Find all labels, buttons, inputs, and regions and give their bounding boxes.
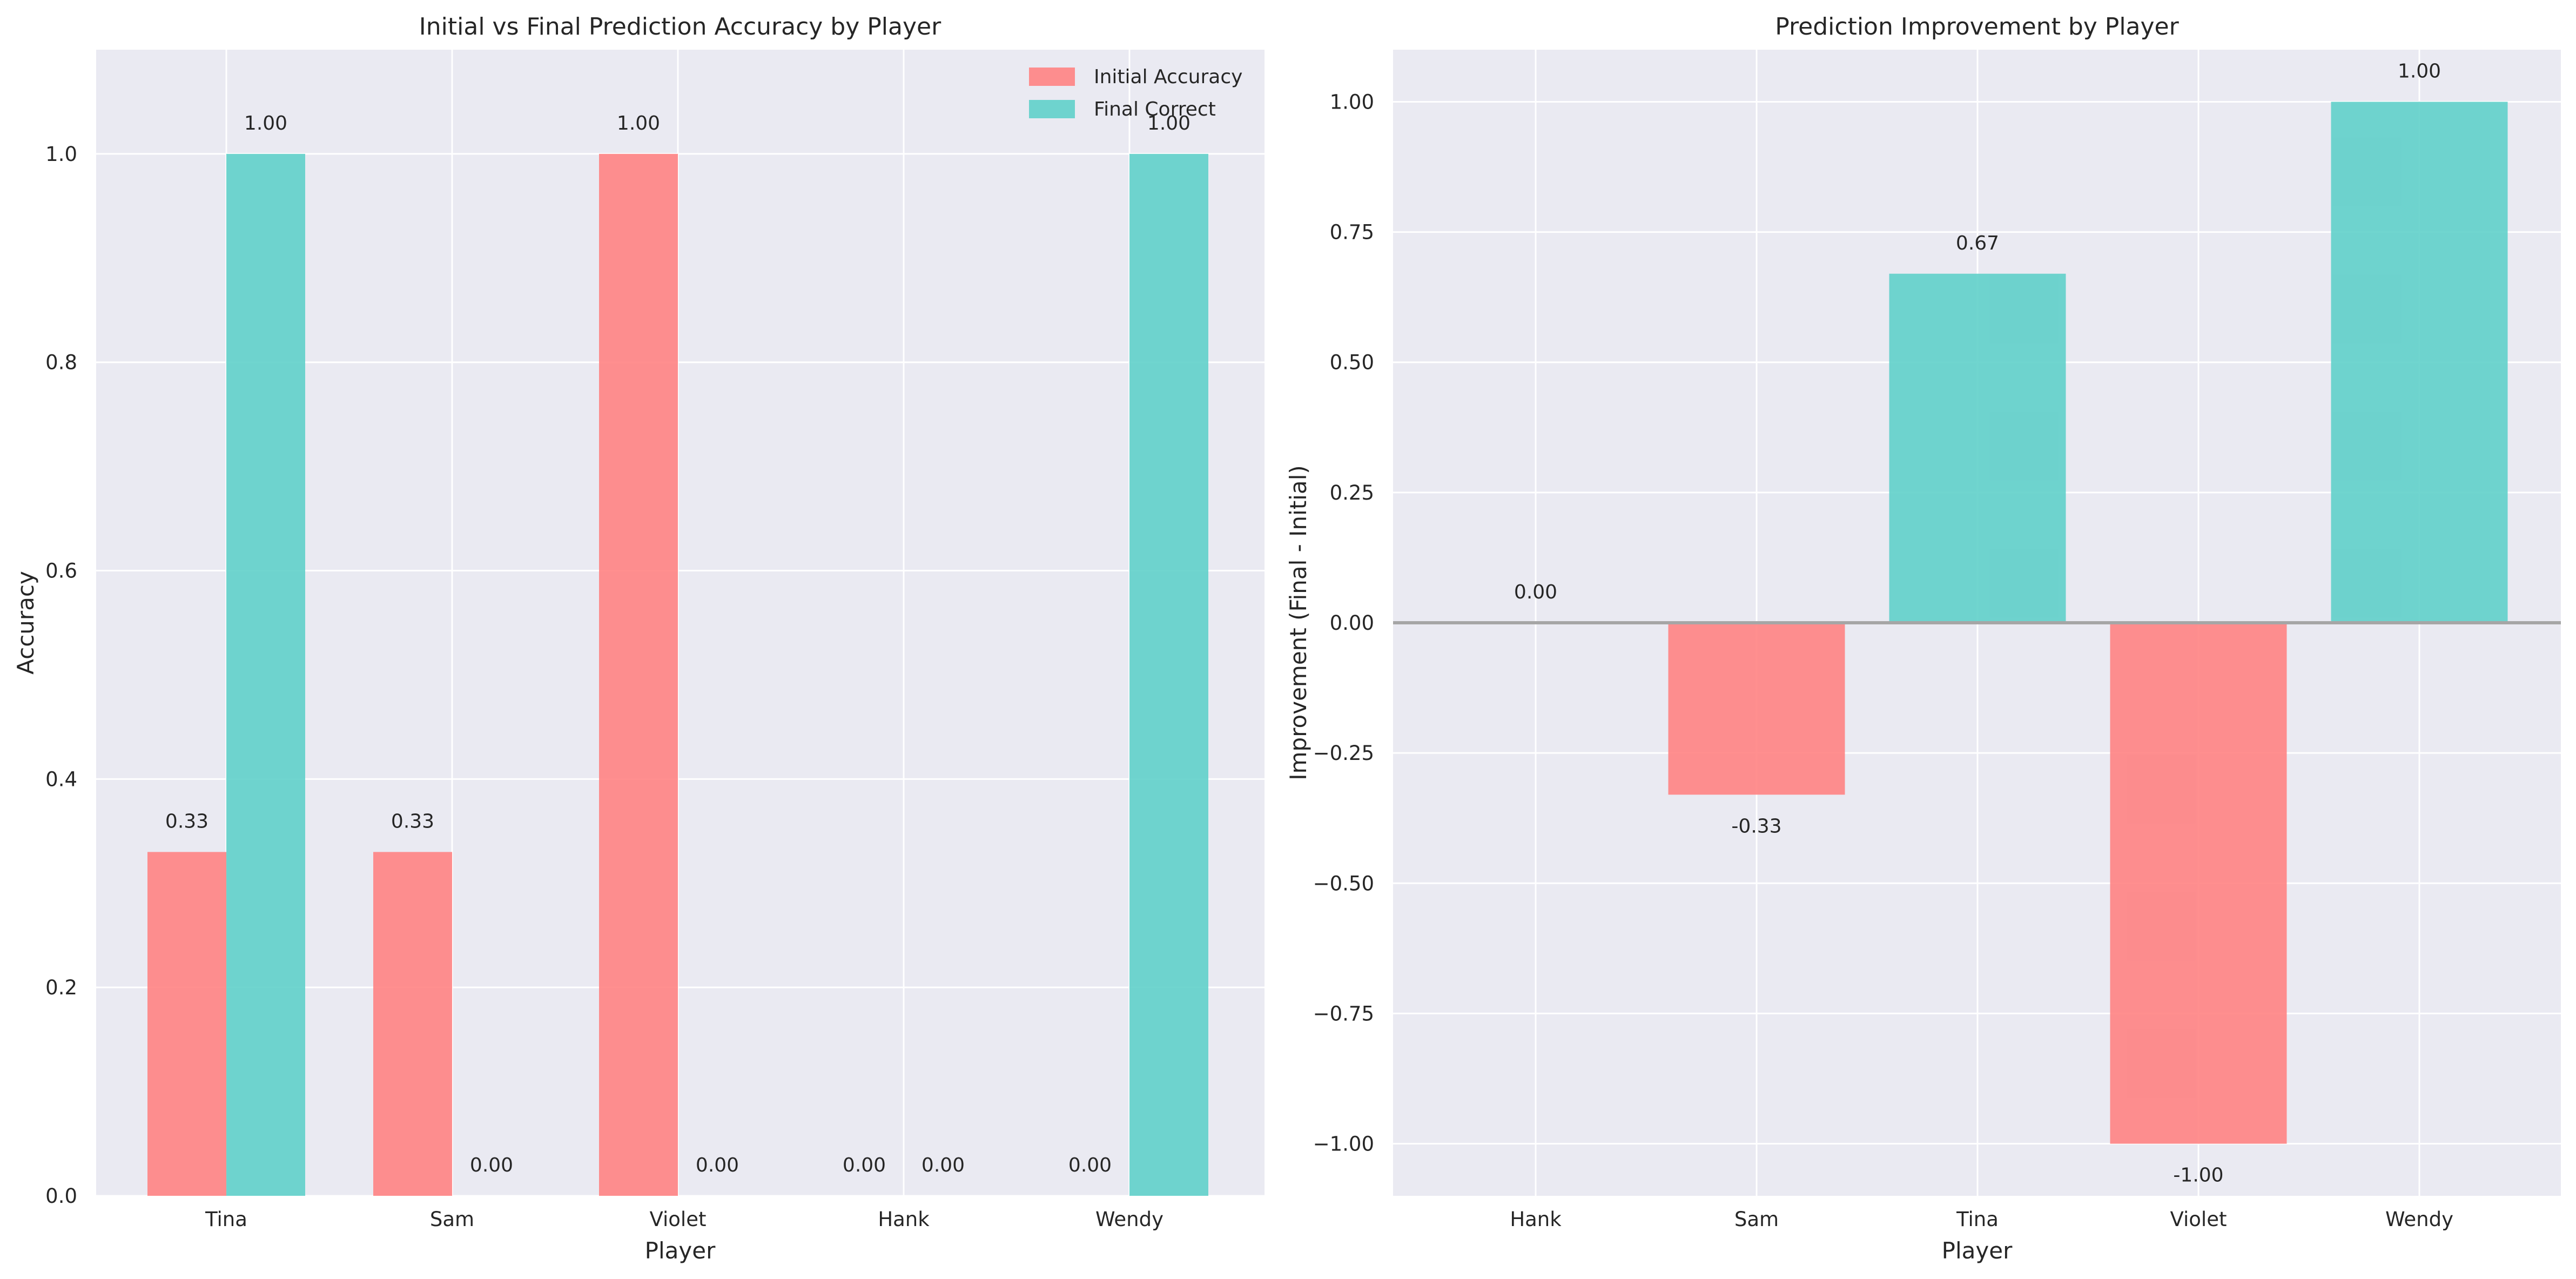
data-label: 1.00 — [2398, 60, 2441, 82]
y-axis-label: Improvement (Final - Initial) — [1285, 465, 1311, 780]
data-label: 0.33 — [165, 810, 208, 832]
bar-improvement — [1668, 623, 1845, 795]
y-tick-label: −0.25 — [1313, 742, 1374, 765]
bar-initial — [373, 852, 452, 1196]
legend: Initial Accuracy Final Correct — [1029, 66, 1242, 120]
y-tick-label: 0.6 — [45, 560, 77, 583]
y-tick-label: 0.00 — [1330, 611, 1374, 635]
x-axis-label: Player — [1942, 1237, 2013, 1264]
x-tick-label: Tina — [1956, 1208, 1999, 1231]
y-tick-label: −1.00 — [1313, 1133, 1374, 1156]
bars — [147, 153, 1208, 1196]
x-tick-label: Violet — [650, 1208, 707, 1231]
bar-initial — [599, 153, 678, 1196]
legend-swatch-initial — [1029, 68, 1075, 86]
chart-title: Initial vs Final Prediction Accuracy by … — [419, 13, 941, 41]
data-label: 0.67 — [1956, 232, 1999, 254]
y-axis-label: Accuracy — [12, 571, 39, 675]
chart-title: Prediction Improvement by Player — [1775, 13, 2179, 41]
bars — [1668, 102, 2508, 1144]
data-label: 0.00 — [1068, 1154, 1112, 1176]
data-labels: 0.33 0.33 1.00 0.00 0.00 1.00 0.00 0.00 0.00 1.00 — [165, 112, 1191, 1176]
bar-improvement — [2110, 623, 2287, 1144]
x-tick-label: Hank — [878, 1208, 930, 1231]
y-tick-label: 0.25 — [1330, 481, 1374, 504]
bar-final — [226, 153, 305, 1196]
x-tick-label: Tina — [205, 1208, 247, 1231]
x-tick-label: Hank — [1510, 1208, 1562, 1231]
x-tick-label: Sam — [1734, 1208, 1779, 1231]
data-label: -0.33 — [1731, 815, 1781, 837]
data-label: 1.00 — [1147, 112, 1191, 134]
data-label: -1.00 — [2173, 1164, 2223, 1187]
legend-label-initial: Initial Accuracy — [1094, 66, 1242, 88]
x-tick-labels: Tina Sam Violet Hank Wendy — [205, 1208, 1163, 1231]
data-label: 1.00 — [617, 112, 660, 134]
y-tick-label: 1.0 — [45, 143, 77, 166]
data-label: 0.00 — [843, 1154, 886, 1176]
data-label: 0.33 — [391, 810, 434, 832]
improvement-chart: 0.00 -0.33 0.67 -1.00 1.00 −1.00 −0.75 −0.50 −0… — [1285, 13, 2561, 1264]
y-tick-labels: −1.00 −0.75 −0.50 −0.25 0.00 0.25 0.50 0.75 1.00 — [1313, 90, 1374, 1155]
x-tick-label: Sam — [430, 1208, 474, 1231]
data-label: 1.00 — [244, 112, 287, 134]
x-tick-labels: Hank Sam Tina Violet Wendy — [1510, 1208, 2453, 1231]
y-tick-label: 0.8 — [45, 351, 77, 374]
data-labels: 0.00 -0.33 0.67 -1.00 1.00 — [1514, 60, 2441, 1186]
x-tick-label: Wendy — [1095, 1208, 1163, 1231]
data-label: 0.00 — [696, 1154, 739, 1176]
x-tick-label: Violet — [2170, 1208, 2227, 1231]
y-tick-label: 0.0 — [45, 1184, 77, 1208]
bar-improvement — [1889, 273, 2066, 623]
x-tick-label: Wendy — [2385, 1208, 2453, 1231]
bar-initial — [147, 852, 226, 1196]
y-tick-label: −0.75 — [1313, 1002, 1374, 1025]
y-tick-label: −0.50 — [1313, 872, 1374, 895]
y-tick-label: 0.4 — [45, 768, 77, 791]
y-tick-label: 1.00 — [1330, 90, 1374, 113]
legend-swatch-final — [1029, 100, 1075, 118]
y-tick-label: 0.50 — [1330, 351, 1374, 374]
y-tick-labels: 0.0 0.2 0.4 0.6 0.8 1.0 — [45, 143, 77, 1208]
data-label: 0.00 — [1514, 581, 1557, 603]
x-axis-label: Player — [645, 1237, 716, 1264]
legend-label-final: Final Correct — [1094, 98, 1216, 120]
data-label: 0.00 — [922, 1154, 965, 1176]
y-tick-label: 0.2 — [45, 976, 77, 999]
bar-improvement — [2331, 102, 2508, 623]
y-tick-label: 0.75 — [1330, 221, 1374, 244]
bar-final — [1129, 153, 1208, 1196]
accuracy-chart: 0.33 0.331.000.00 0.001.000.00 0.00 0.001.00… — [12, 13, 1265, 1264]
data-label: 0.00 — [470, 1154, 513, 1176]
